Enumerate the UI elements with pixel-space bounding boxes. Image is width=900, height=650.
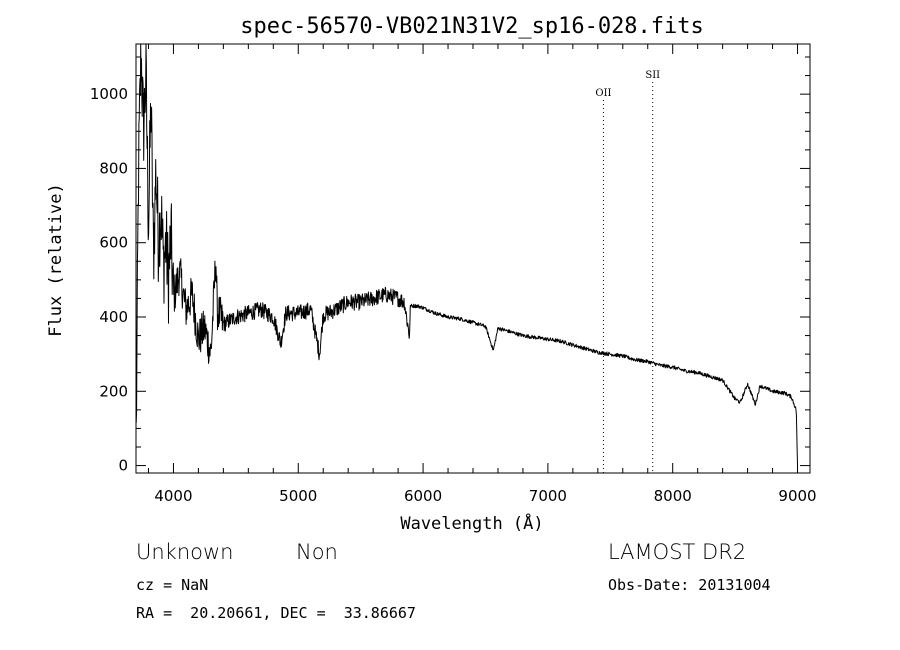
y-tick-label: 600: [99, 234, 128, 252]
axis-ticks: [136, 44, 810, 473]
y-tick-label: 400: [99, 308, 128, 326]
spectrum-line: [135, 43, 798, 466]
y-tick-label: 800: [99, 159, 128, 177]
redshift-cz: cz = NaN: [136, 576, 209, 594]
survey-name: LAMOST DR2: [608, 540, 747, 564]
x-tick-label: 5000: [279, 487, 317, 505]
x-tick-label: 4000: [154, 487, 192, 505]
y-tick-label: 1000: [90, 85, 128, 103]
x-tick-label: 7000: [529, 487, 567, 505]
line-label-sii: SII: [645, 70, 660, 81]
plot-frame: [135, 43, 811, 474]
y-tick-label: 200: [99, 382, 128, 400]
chart-title: spec-56570-VB021N31V2_sp16-028.fits: [240, 14, 704, 39]
object-class: Unknown: [136, 540, 234, 564]
object-subclass: Non: [296, 540, 338, 564]
x-tick-label: 6000: [404, 487, 442, 505]
line-label-oii: OII: [595, 88, 611, 99]
y-axis-label: Flux (relative): [46, 183, 66, 337]
plot-border: [135, 43, 811, 474]
emission-line-markers: OII SII: [595, 70, 660, 473]
x-axis-label: Wavelength (Å): [400, 512, 543, 534]
x-tick-label: 8000: [654, 487, 692, 505]
sky-coordinates: RA = 20.20661, DEC = 33.86667: [136, 604, 416, 622]
y-tick-label: 0: [118, 457, 128, 475]
spectrum-chart: spec-56570-VB021N31V2_sp16-028.fits 4000…: [46, 14, 817, 534]
axis-tick-labels: 4000 5000 6000 7000 8000 9000 0 200 400 600 800 100…: [90, 85, 817, 505]
observation-date: Obs-Date: 20131004: [608, 576, 771, 594]
spectrum-series: [135, 43, 798, 466]
x-tick-label: 9000: [778, 487, 816, 505]
